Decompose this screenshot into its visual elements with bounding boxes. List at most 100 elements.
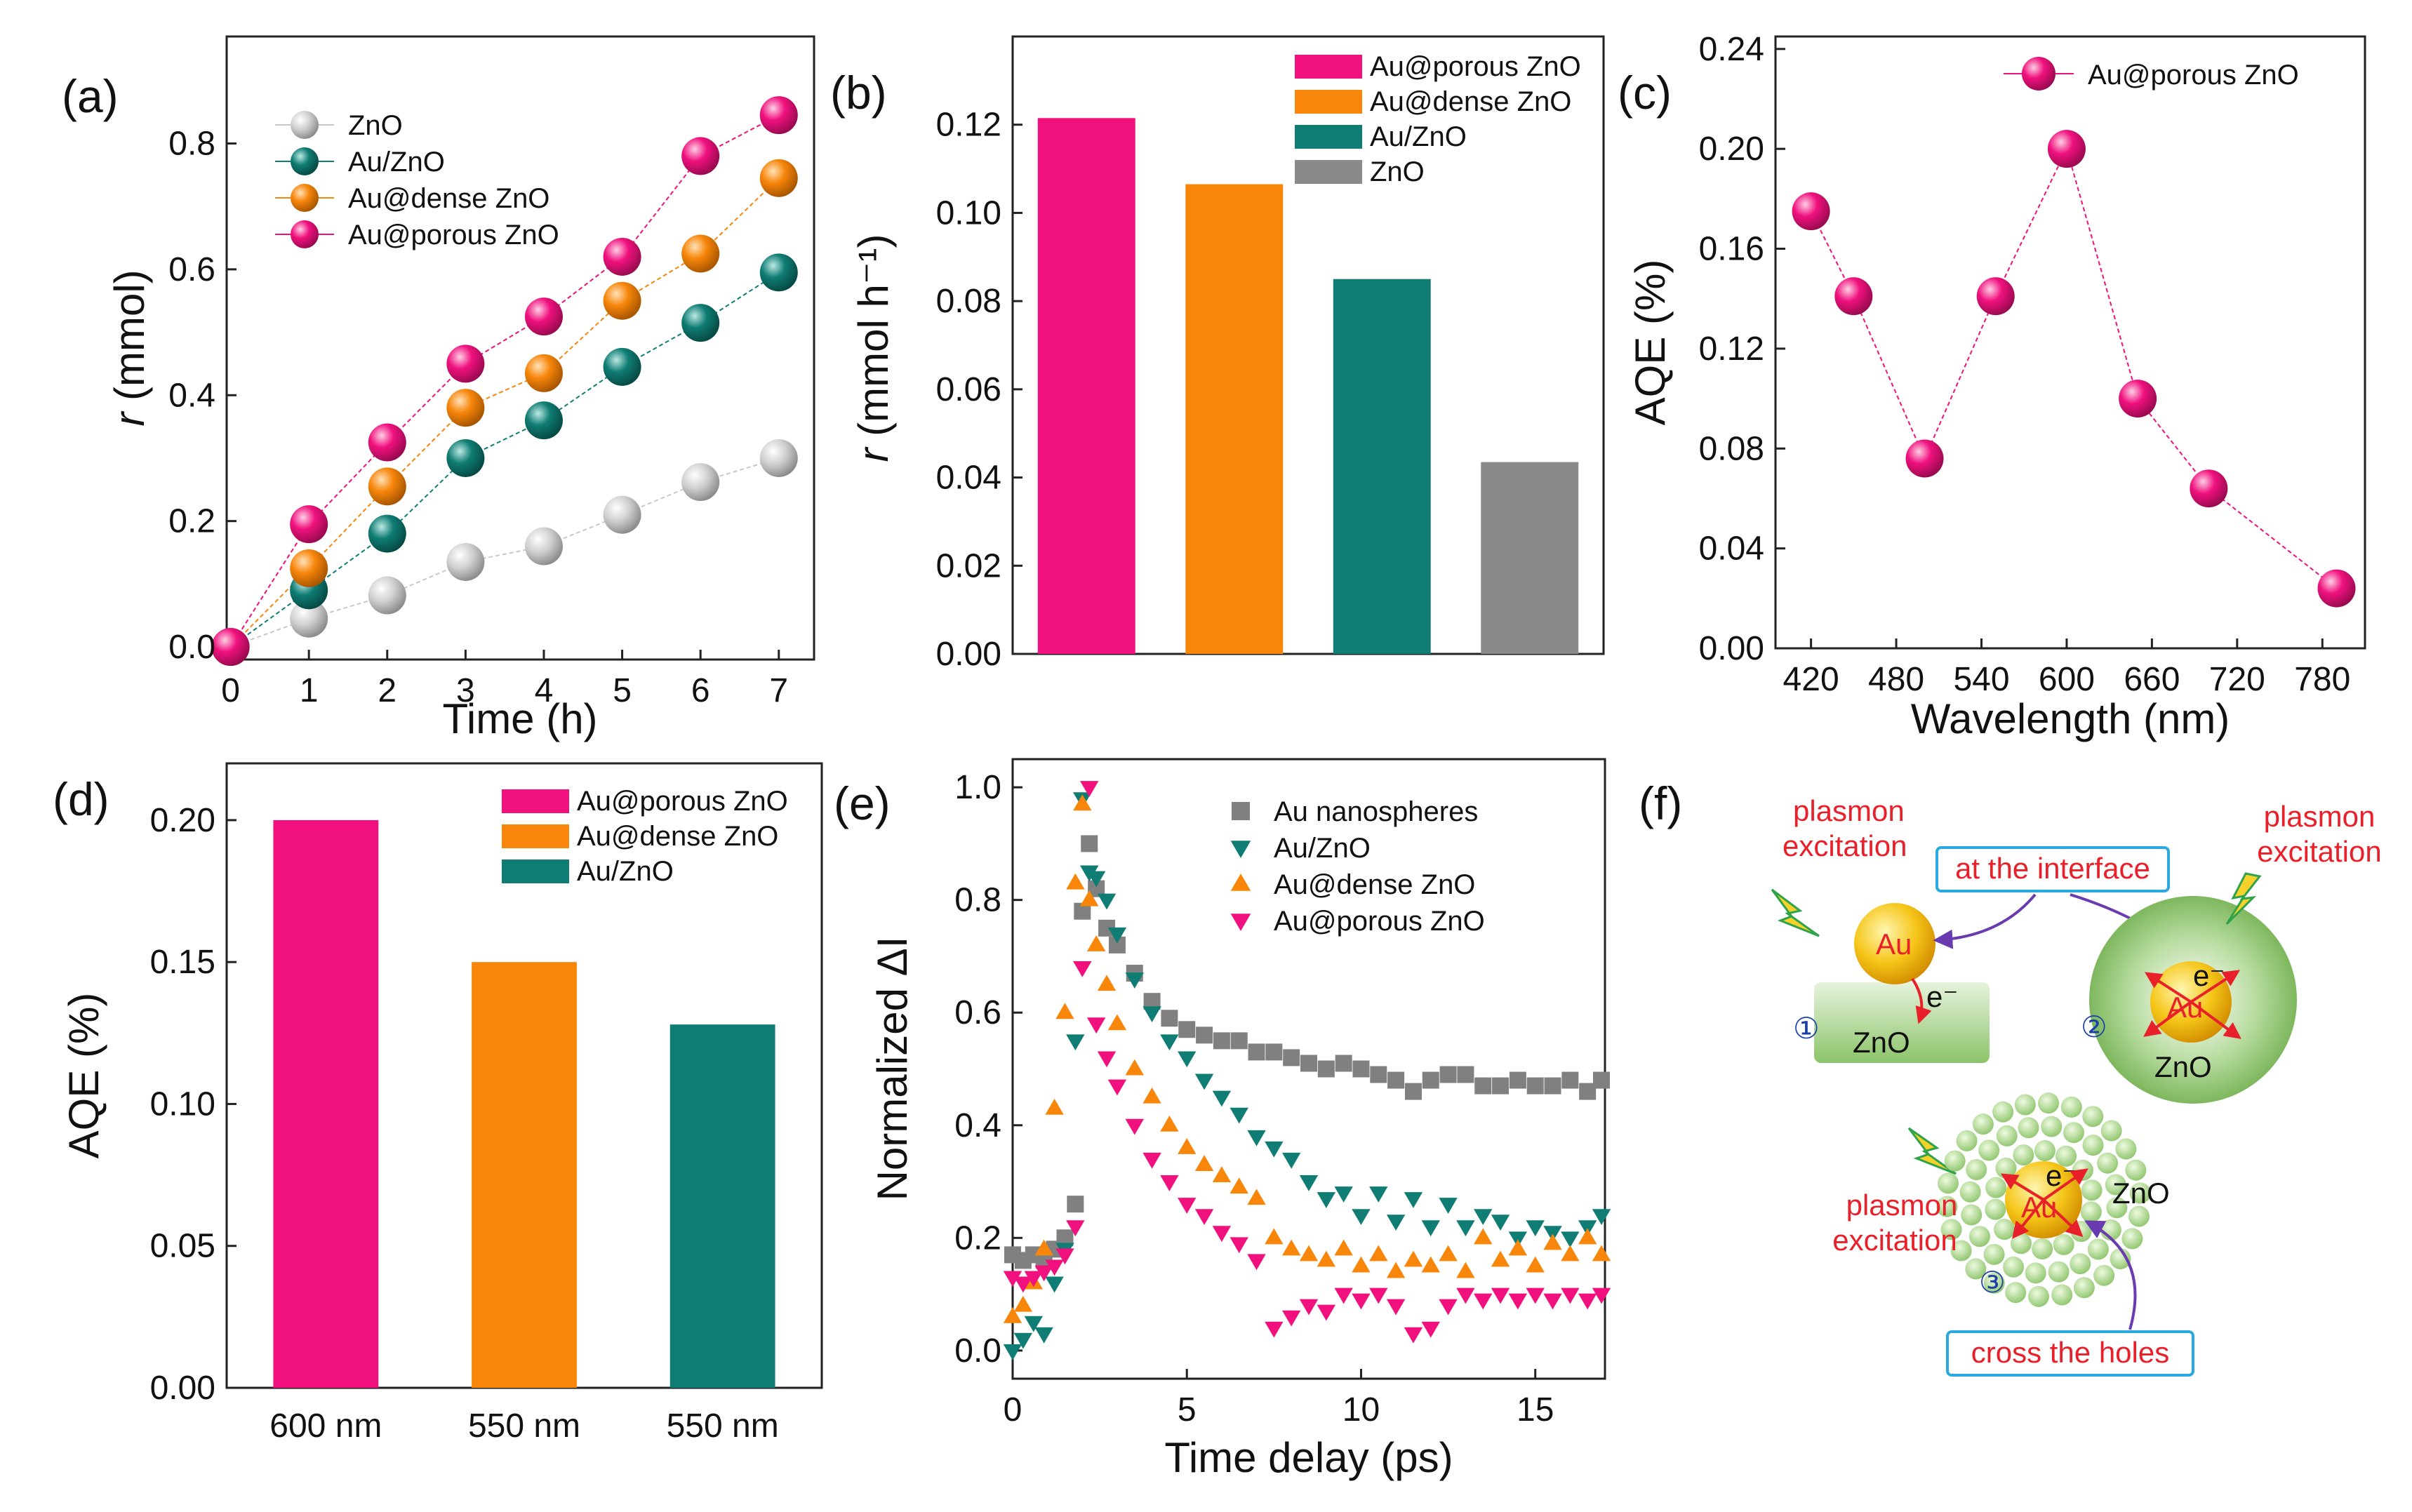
y-tick-label: 0.24	[1699, 31, 1764, 68]
panel-b-ticks	[1013, 123, 1022, 655]
data-point	[1097, 893, 1117, 910]
data-point	[1283, 1049, 1300, 1066]
data-point	[1386, 1215, 1406, 1231]
legend-label: Au@porous ZnO	[577, 786, 788, 817]
panel-b-y-axis-rest: (mmol h⁻¹)	[850, 234, 897, 448]
zno-bead	[2025, 1262, 2046, 1284]
data-point	[681, 304, 720, 342]
holes-label-box	[1946, 1330, 2194, 1377]
data-point	[1196, 1026, 1213, 1044]
zno-bead	[2013, 1144, 2034, 1166]
x-tick-label: 600	[2039, 661, 2095, 698]
data-point	[1107, 1079, 1127, 1096]
panel-d-label: (d)	[53, 773, 109, 825]
data-point	[1230, 874, 1251, 891]
data-point	[1334, 1287, 1353, 1304]
y-tick-label: 0.16	[1699, 231, 1764, 268]
data-point	[681, 137, 720, 175]
data-point	[1474, 1228, 1493, 1245]
data-point	[1067, 1196, 1084, 1213]
legend-label: Au/ZnO	[1370, 121, 1467, 152]
case2-excitation-text: excitation	[2257, 835, 2381, 868]
case3-arrow-4	[2042, 1198, 2084, 1238]
data-point	[1013, 1276, 1033, 1293]
legend-swatch	[502, 859, 569, 883]
case-1-au-on-zno: plasmon excitation Au e⁻ ① ZnO	[1771, 794, 1990, 1063]
data-point	[603, 347, 641, 386]
data-point	[2317, 569, 2356, 608]
zno-bead	[2128, 1205, 2150, 1227]
x-tick-label: 420	[1783, 661, 1839, 698]
zno-bead	[1983, 1272, 2005, 1294]
data-point	[368, 514, 406, 553]
y-tick-label: 0.00	[1699, 630, 1764, 667]
x-tick-label: 0	[221, 672, 240, 709]
y-tick-label: 0.04	[1699, 530, 1764, 568]
panel-e-frame	[1011, 758, 1606, 1380]
series-line	[1810, 147, 2338, 589]
data-point	[1299, 1299, 1319, 1316]
legend-label: Au@porous ZnO	[1274, 906, 1485, 937]
zno-bead	[2027, 1285, 2049, 1307]
x-tick-label: 550 nm	[468, 1407, 580, 1445]
zno-bead	[1956, 1130, 1978, 1151]
data-point	[1066, 1220, 1085, 1237]
bar-0	[273, 819, 379, 1388]
data-point	[1404, 1250, 1423, 1267]
zno-bead	[2121, 1228, 2143, 1250]
zno-bead	[1965, 1258, 1987, 1280]
y-tick-label: 0.0	[954, 1332, 1001, 1370]
zno-bead	[1985, 1177, 2007, 1198]
data-point	[1034, 1265, 1053, 1282]
legend-marker	[291, 184, 319, 212]
legend-swatch	[1295, 125, 1362, 149]
y-tick-label: 0.8	[954, 882, 1001, 919]
zno-bead	[2063, 1122, 2084, 1144]
y-tick-label: 1.0	[954, 769, 1001, 806]
legend-label: Au@porous ZnO	[348, 220, 559, 250]
data-point	[1386, 1299, 1406, 1316]
panel-b-y-tick-labels: 0.00 0.02 0.04 0.06 0.08 0.10 0.12	[936, 107, 1001, 673]
holes-label-text: cross the holes	[1971, 1336, 2169, 1369]
data-point	[1508, 1239, 1528, 1256]
zno-bead	[1936, 1196, 1958, 1217]
data-point	[1526, 1256, 1545, 1273]
case3-plasmon-text: plasmon	[1846, 1189, 1958, 1222]
data-point	[1003, 1271, 1022, 1287]
panel-a-x-tick-labels: 0 1 2 3 4 5 6 7	[221, 672, 788, 709]
legend-label: Au@dense ZnO	[348, 183, 549, 214]
data-point	[1439, 1299, 1458, 1316]
data-point	[1352, 1209, 1371, 1226]
data-point	[1194, 1209, 1214, 1226]
zno-bead	[2070, 1253, 2091, 1275]
data-point	[1456, 1262, 1475, 1278]
x-tick-label: 10	[1342, 1391, 1380, 1429]
case2-arrow-4	[2190, 1001, 2241, 1039]
zno-bead	[1961, 1204, 1983, 1226]
x-tick-label: 7	[769, 672, 788, 709]
panel-a-y-axis-title: r (mmol)	[106, 269, 153, 426]
zno-bead	[2097, 1152, 2119, 1174]
zno-bead	[1944, 1150, 1966, 1172]
data-point	[1526, 1077, 1544, 1095]
zno-bead	[2003, 1256, 2025, 1278]
zno-bead	[2125, 1159, 2147, 1181]
case2-number: ②	[2081, 1010, 2107, 1043]
x-tick-label: 15	[1517, 1391, 1554, 1429]
data-point	[446, 344, 485, 383]
zno-bead	[2093, 1264, 2115, 1286]
interface-label-text: at the interface	[1955, 852, 2150, 885]
x-tick-label: 720	[2209, 661, 2265, 698]
data-point	[1299, 1175, 1319, 1191]
data-point	[1034, 1239, 1053, 1256]
data-point	[1086, 871, 1106, 888]
data-point	[1230, 841, 1251, 858]
panel-b-legend: Au@porous ZnO Au@dense ZnO Au/ZnO ZnO	[1295, 51, 1581, 187]
data-point	[1509, 1071, 1526, 1089]
data-point	[1066, 873, 1085, 890]
panel-d-y-tick-labels: 0.00 0.05 0.10 0.15 0.20	[150, 802, 215, 1407]
zno-bead	[1968, 1226, 1990, 1247]
zno-bead	[2105, 1174, 2126, 1196]
data-point	[1421, 1256, 1440, 1273]
